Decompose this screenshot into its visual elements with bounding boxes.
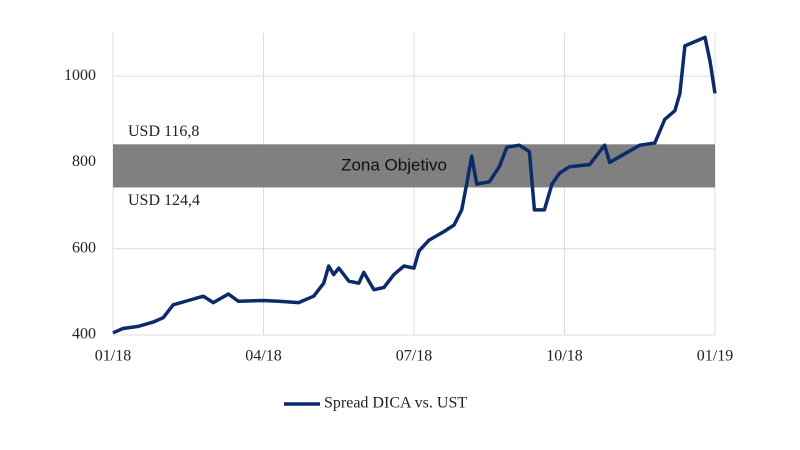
legend-label: Spread DICA vs. UST <box>324 395 467 412</box>
y-tick-label: 600 <box>72 239 96 256</box>
y-tick-label: 1000 <box>64 67 96 84</box>
x-tick-label: 01/19 <box>697 348 733 365</box>
x-tick-label: 04/18 <box>245 348 281 365</box>
band-lower-label: USD 124,4 <box>128 192 200 209</box>
band-label: Zona Objetivo <box>341 155 447 174</box>
target-band <box>113 144 715 188</box>
y-tick-label: 400 <box>72 326 96 343</box>
y-tick-label: 800 <box>72 153 96 170</box>
x-tick-label: 01/18 <box>95 348 131 365</box>
band-upper-label: USD 116,8 <box>128 123 199 140</box>
x-tick-label: 07/18 <box>396 348 432 365</box>
series-line <box>112 35 717 335</box>
x-tick-label: 10/18 <box>546 348 582 365</box>
